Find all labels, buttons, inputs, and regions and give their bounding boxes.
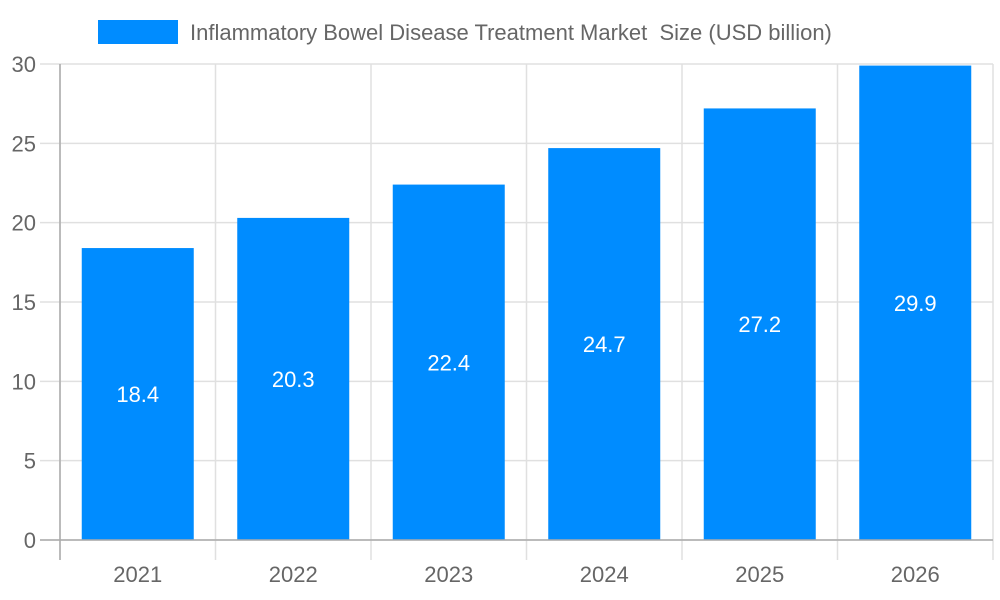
bar-2025 xyxy=(703,108,816,540)
grid xyxy=(40,63,994,560)
x-tick-label: 2023 xyxy=(424,562,473,587)
data-label: 20.3 xyxy=(272,367,315,392)
data-label: 22.4 xyxy=(427,350,470,375)
bar-2026 xyxy=(859,65,972,540)
x-tick-label: 2022 xyxy=(269,562,318,587)
bar-2024 xyxy=(548,148,661,541)
data-label: 24.7 xyxy=(583,332,626,357)
y-tick-label: 20 xyxy=(12,211,36,236)
data-label: 18.4 xyxy=(116,382,159,407)
y-tick-label: 30 xyxy=(12,52,36,77)
x-tick-label: 2025 xyxy=(735,562,784,587)
bar-2021 xyxy=(81,248,194,540)
y-tick-label: 15 xyxy=(12,290,36,315)
y-tick-label: 25 xyxy=(12,131,36,156)
y-tick-label: 0 xyxy=(24,528,36,553)
y-tick-label: 5 xyxy=(24,449,36,474)
legend-label: Inflammatory Bowel Disease Treatment Mar… xyxy=(190,20,832,45)
x-tick-label: 2024 xyxy=(580,562,629,587)
data-label: 27.2 xyxy=(738,312,781,337)
bar-2023 xyxy=(392,184,505,540)
legend-swatch xyxy=(98,20,178,44)
data-label: 29.9 xyxy=(894,291,937,316)
x-tick-label: 2026 xyxy=(891,562,940,587)
x-tick-label: 2021 xyxy=(113,562,162,587)
bar-2022 xyxy=(237,217,350,540)
bars: 18.4 20.3 22.4 24.7 27.2 29.9 xyxy=(81,65,972,541)
legend[interactable]: Inflammatory Bowel Disease Treatment Mar… xyxy=(98,20,832,45)
y-tick-label: 10 xyxy=(12,369,36,394)
